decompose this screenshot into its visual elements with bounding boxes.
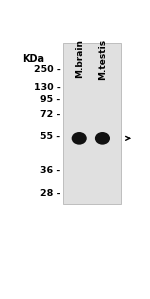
Text: 36 -: 36 - <box>40 166 61 175</box>
Ellipse shape <box>72 132 87 145</box>
Text: 130 -: 130 - <box>34 83 61 92</box>
Text: 72 -: 72 - <box>40 110 61 119</box>
Ellipse shape <box>95 132 110 145</box>
Text: 28 -: 28 - <box>40 189 61 198</box>
Text: 95 -: 95 - <box>40 95 61 104</box>
Text: M.brain: M.brain <box>75 39 84 78</box>
Text: M.testis: M.testis <box>98 39 107 80</box>
Text: 250 -: 250 - <box>34 65 61 74</box>
Bar <box>63 43 121 204</box>
Text: KDa: KDa <box>22 54 44 64</box>
Text: 55 -: 55 - <box>40 132 61 141</box>
